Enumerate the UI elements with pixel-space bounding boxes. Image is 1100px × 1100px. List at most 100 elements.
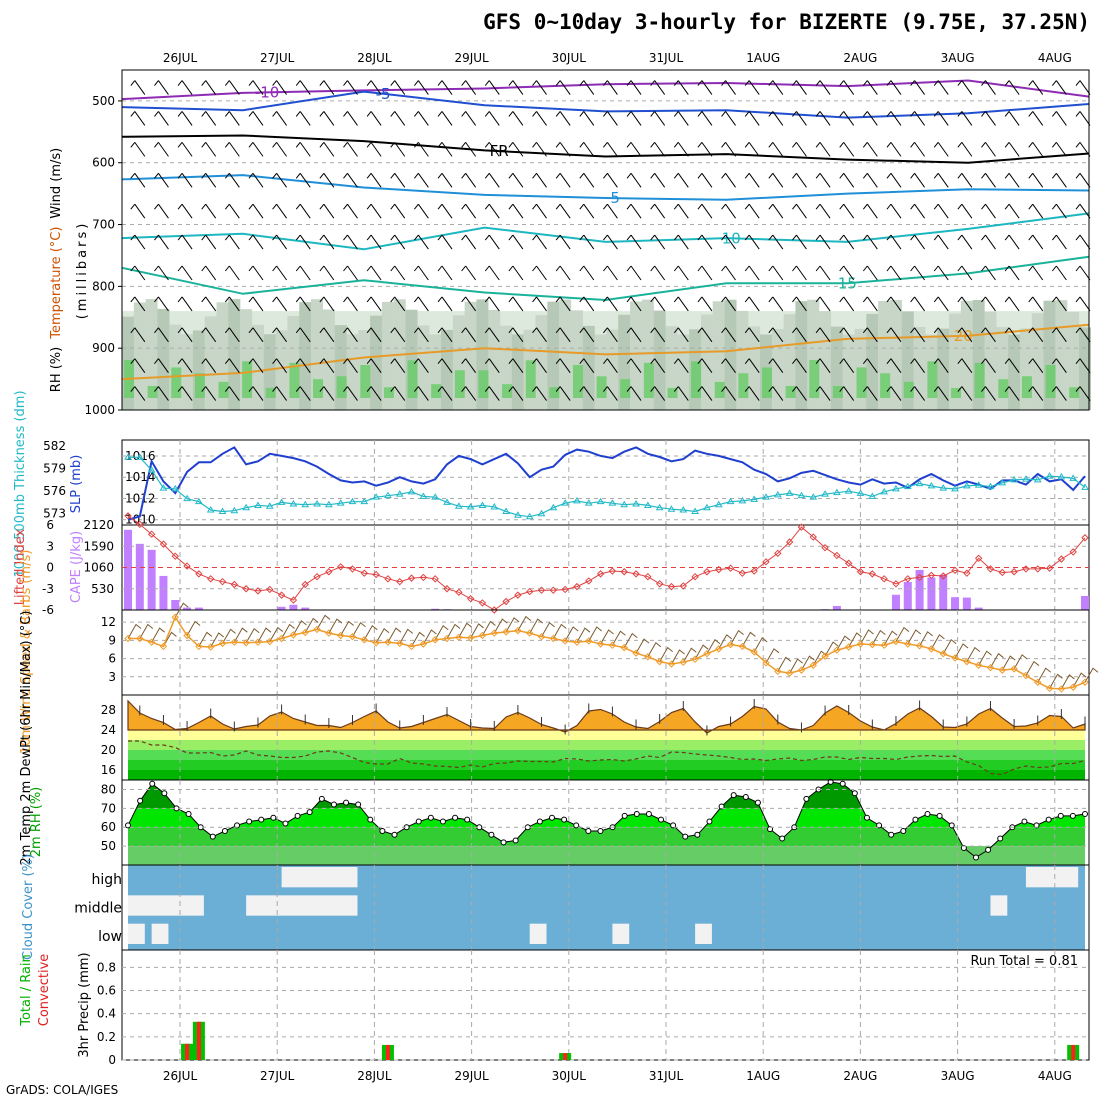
rh-point: [1082, 811, 1088, 817]
wind10m-barb: [552, 623, 567, 639]
wind-barb: [201, 265, 217, 281]
wind10m-barb: [399, 628, 414, 644]
thickness-tick-label: 579: [43, 462, 66, 476]
thickness-point: [1010, 475, 1018, 483]
wind-barb: [626, 80, 642, 95]
rh-point: [1045, 816, 1052, 823]
wind-barb: [413, 203, 429, 219]
rh-point: [997, 835, 1004, 842]
wind10m-point: [230, 638, 239, 646]
wind-barb: [272, 265, 287, 281]
date-label-bottom: 3AUG: [941, 1069, 975, 1083]
wind-barb: [177, 111, 193, 126]
thickness-point: [1069, 474, 1078, 481]
wind10m-barb: [647, 641, 662, 657]
li-line: [127, 515, 1086, 611]
li-point: [785, 538, 794, 546]
rh-shade-moist: [478, 370, 489, 398]
thickness-point: [407, 487, 416, 495]
wind10m-point: [951, 654, 959, 662]
wind-barb: [579, 111, 595, 126]
wind10m-barb: [233, 627, 248, 643]
wind-barb: [721, 358, 736, 374]
precip-conv-bar: [385, 1044, 390, 1060]
wind-barb: [130, 203, 146, 219]
upper-ytick-label: 500: [92, 94, 115, 108]
rh-point: [548, 814, 555, 821]
wind-barb: [981, 203, 996, 219]
wind-barb: [697, 172, 713, 188]
wind10m-point: [620, 643, 628, 652]
wind-barb: [957, 265, 973, 281]
wind10m-point: [797, 666, 806, 674]
thickness-point: [892, 484, 900, 492]
wind10m-barb: [245, 628, 260, 644]
wind-barb: [1004, 296, 1020, 312]
rh-shade-column: [299, 302, 312, 410]
thickness-point: [821, 490, 829, 497]
wind-barb: [910, 386, 925, 401]
wind10m-point: [927, 645, 936, 653]
wind10m-barb: [316, 614, 331, 630]
li-point: [585, 577, 593, 585]
li-point: [242, 585, 250, 593]
wind10m-barb: [1084, 667, 1099, 683]
wind-barb: [1004, 386, 1020, 401]
rh-point: [536, 818, 543, 825]
cape-tick-label: 1060: [83, 561, 114, 575]
thickness-tick-label: 573: [43, 507, 66, 521]
wind-barb: [673, 111, 689, 126]
wind-barb: [555, 142, 571, 157]
rh-shade-moist: [785, 385, 796, 398]
wind10m-point: [939, 650, 947, 658]
wind-barb: [1028, 111, 1044, 126]
li-point: [655, 580, 664, 588]
rh-point: [282, 820, 289, 827]
li-point: [644, 573, 652, 581]
rh-base-band: [128, 846, 1085, 865]
wind-barb: [224, 296, 240, 312]
wind-barb: [862, 80, 878, 95]
rh-point: [1033, 822, 1040, 829]
thickness-point: [809, 493, 818, 500]
wind-barb: [295, 80, 311, 95]
wind10m-barb: [671, 649, 685, 665]
rh-point: [427, 814, 434, 821]
wind-barb: [154, 386, 169, 401]
wind-barb: [224, 265, 240, 281]
wind-barb: [532, 80, 547, 95]
wind-barb: [862, 358, 878, 374]
wind-barb: [177, 80, 193, 95]
dewpoint-line: [128, 740, 1086, 776]
wind-barb: [508, 142, 524, 157]
wind-barb: [461, 358, 477, 374]
wind-barb: [1051, 296, 1067, 312]
wind10m-barb: [588, 626, 603, 642]
wind-barb: [697, 111, 713, 126]
wind-barb: [413, 111, 429, 126]
wind-barb: [981, 386, 996, 401]
date-label-top: 3AUG: [941, 51, 975, 65]
rh-shade-moist: [667, 387, 678, 398]
rh-point: [246, 818, 253, 825]
wind-barb: [295, 327, 311, 343]
wind-barb: [437, 265, 453, 281]
thickness-point: [573, 496, 581, 504]
li-point: [844, 559, 853, 567]
wind10m-barb: [1060, 674, 1075, 690]
wind10m-barb: [990, 652, 1004, 668]
wind-barb: [177, 358, 193, 374]
wind-barb: [744, 172, 760, 188]
wind-barb: [1051, 386, 1067, 401]
wind-barb: [177, 265, 193, 281]
wind-barb: [768, 80, 784, 95]
thickness-point: [360, 497, 369, 505]
wind10m-point: [774, 667, 782, 676]
wind10m-point: [715, 645, 723, 653]
rh-shade-column: [1067, 312, 1080, 410]
wind-barb: [248, 80, 264, 95]
wind-barb: [650, 327, 666, 343]
wind-barb: [248, 327, 264, 343]
wind-barb: [1051, 234, 1067, 250]
wind10m-barb: [304, 617, 319, 633]
